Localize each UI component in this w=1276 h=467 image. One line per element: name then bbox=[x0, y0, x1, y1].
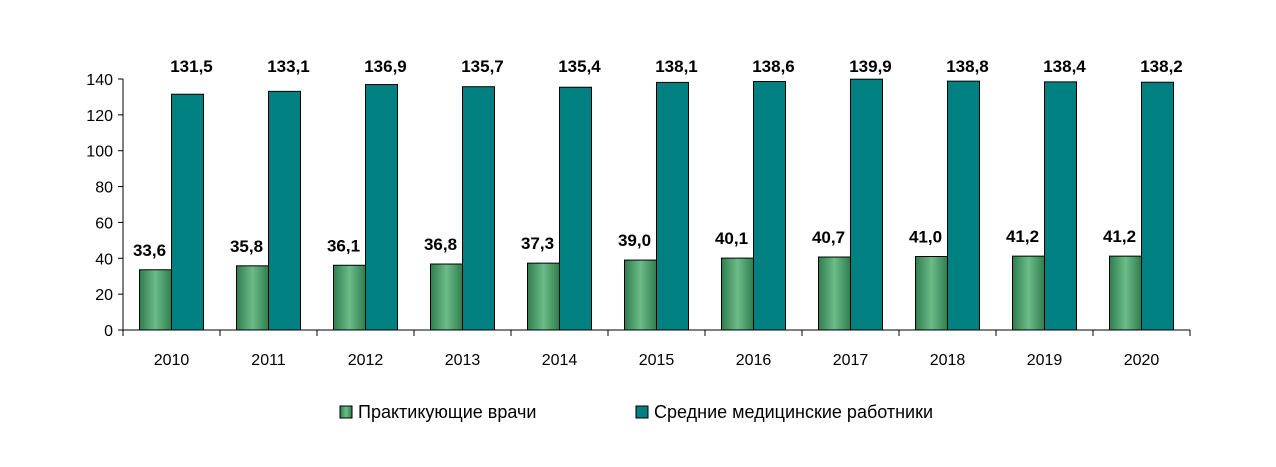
data-label-practicing-doctors: 39,0 bbox=[618, 231, 651, 250]
data-label-nurses: 138,6 bbox=[752, 57, 795, 76]
legend-swatch-practicing-doctors bbox=[339, 405, 353, 419]
data-label-practicing-doctors: 40,1 bbox=[715, 229, 748, 248]
y-tick-label: 20 bbox=[95, 287, 113, 304]
data-label-nurses: 138,2 bbox=[1140, 57, 1183, 76]
x-tick-label: 2017 bbox=[833, 352, 869, 369]
data-label-practicing-doctors: 37,3 bbox=[521, 234, 554, 253]
x-tick-label: 2010 bbox=[154, 352, 190, 369]
axes: 0 20 40 60 80 100 120 140 2010 2011 2012 2013 2014 20… bbox=[86, 72, 1191, 369]
data-label-practicing-doctors: 41,2 bbox=[1006, 227, 1039, 246]
x-tick-label: 2014 bbox=[542, 352, 578, 369]
bar-nurses bbox=[850, 78, 883, 331]
bar-practicing-doctors bbox=[236, 265, 269, 331]
y-tick-label: 100 bbox=[86, 144, 113, 161]
x-tick-label: 2013 bbox=[445, 352, 481, 369]
x-tick-label: 2020 bbox=[1124, 352, 1160, 369]
legend-swatch-nurses bbox=[635, 405, 649, 419]
data-label-nurses: 135,7 bbox=[461, 57, 504, 76]
bar-nurses bbox=[947, 80, 980, 331]
y-tick-label: 40 bbox=[95, 251, 113, 268]
legend-label-practicing-doctors: Практикующие врачи bbox=[358, 402, 536, 422]
data-label-practicing-doctors: 35,8 bbox=[230, 237, 263, 256]
bars bbox=[139, 78, 1174, 331]
bar-nurses bbox=[1044, 81, 1077, 331]
data-label-practicing-doctors: 41,0 bbox=[909, 227, 942, 246]
bar-practicing-doctors bbox=[1012, 255, 1045, 331]
y-tick-label: 0 bbox=[104, 323, 113, 340]
x-tick-label: 2018 bbox=[930, 352, 966, 369]
data-label-nurses: 138,1 bbox=[655, 57, 698, 76]
data-label-practicing-doctors: 36,8 bbox=[424, 235, 457, 254]
x-tick-label: 2012 bbox=[348, 352, 384, 369]
data-label-nurses: 138,4 bbox=[1043, 57, 1086, 76]
data-label-practicing-doctors: 41,2 bbox=[1103, 227, 1136, 246]
data-label-nurses: 139,9 bbox=[849, 57, 892, 76]
data-label-nurses: 133,1 bbox=[267, 57, 310, 76]
data-label-nurses: 136,9 bbox=[364, 57, 407, 76]
bar-nurses bbox=[753, 81, 786, 331]
bar-nurses bbox=[656, 81, 689, 331]
y-tick-label: 140 bbox=[86, 72, 113, 89]
legend-label-nurses: Средние медицинские работники bbox=[654, 402, 933, 422]
bar-practicing-doctors bbox=[430, 263, 463, 331]
x-tick-label: 2016 bbox=[736, 352, 772, 369]
bar-practicing-doctors bbox=[721, 257, 754, 331]
bar-practicing-doctors bbox=[818, 256, 851, 331]
bar-nurses bbox=[365, 84, 398, 331]
bar-nurses bbox=[462, 86, 495, 331]
y-tick-label: 80 bbox=[95, 180, 113, 197]
y-tick-label: 60 bbox=[95, 215, 113, 232]
data-label-practicing-doctors: 33,6 bbox=[133, 241, 166, 260]
bar-nurses bbox=[268, 90, 301, 331]
bar-nurses bbox=[171, 93, 204, 331]
y-tick-label: 120 bbox=[86, 108, 113, 125]
data-label-nurses: 135,4 bbox=[558, 57, 601, 76]
bar-nurses bbox=[559, 86, 592, 331]
data-label-practicing-doctors: 36,1 bbox=[327, 236, 360, 255]
bar-practicing-doctors bbox=[915, 255, 948, 331]
x-tick-label: 2015 bbox=[639, 352, 675, 369]
bar-practicing-doctors bbox=[527, 262, 560, 331]
bar-practicing-doctors bbox=[1109, 255, 1142, 331]
bar-practicing-doctors bbox=[139, 269, 172, 331]
bar-practicing-doctors bbox=[624, 259, 657, 331]
data-label-nurses: 138,8 bbox=[946, 57, 989, 76]
legend: Практикующие врачи Средние медицинские ра… bbox=[339, 402, 933, 422]
x-tick-label: 2011 bbox=[251, 352, 286, 369]
x-tick-label: 2019 bbox=[1027, 352, 1063, 369]
bar-nurses bbox=[1141, 81, 1174, 331]
data-labels: 33,6 131,5 35,8 133,1 36,1 136,9 36,8 135,7 37,3… bbox=[133, 57, 1183, 260]
data-label-nurses: 131,5 bbox=[170, 57, 213, 76]
bar-practicing-doctors bbox=[333, 264, 366, 331]
data-label-practicing-doctors: 40,7 bbox=[812, 228, 845, 247]
